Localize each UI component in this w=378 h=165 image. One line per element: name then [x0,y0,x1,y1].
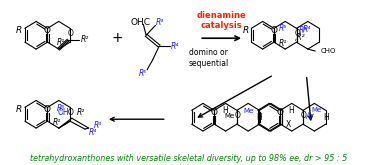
Text: Me: Me [311,107,321,113]
Text: +: + [112,31,123,45]
Text: R⁴: R⁴ [171,42,179,51]
Text: R²: R² [76,108,85,117]
Text: R: R [16,105,23,114]
Text: ,R²: ,R² [295,33,305,42]
Text: R: R [243,26,249,35]
Text: O: O [44,105,51,114]
Text: dienamine
catalysis: dienamine catalysis [197,11,246,30]
Text: H: H [323,113,328,122]
Text: R²: R² [81,35,89,44]
Text: O: O [294,29,301,38]
Text: R⁵: R⁵ [139,69,147,78]
Text: R⁵: R⁵ [56,104,65,113]
Text: R¹: R¹ [279,39,288,48]
Text: R³: R³ [93,121,102,130]
Text: domino or
sequential: domino or sequential [189,48,229,68]
Text: R: R [16,26,23,35]
Text: R⁴: R⁴ [303,25,311,34]
Text: tetrahydroxanthones with versatile skeletal diversity, up to 98% ee, dr > 95 : 5: tetrahydroxanthones with versatile skele… [30,154,348,163]
Text: O: O [301,111,307,120]
Text: Me: Me [225,113,235,119]
Text: R³: R³ [299,26,307,35]
Text: R⁴: R⁴ [89,128,97,137]
Text: R¹: R¹ [56,38,65,47]
Text: OHC: OHC [130,18,150,27]
Text: O: O [44,26,51,35]
Text: OH: OH [57,108,69,117]
Text: Ar: Ar [306,112,314,121]
Text: O: O [68,29,74,38]
Text: X: X [286,120,291,129]
Text: O: O [211,108,218,117]
Text: H: H [288,106,294,115]
Text: O: O [68,108,74,117]
Text: H: H [257,113,262,122]
Text: CHO: CHO [321,48,336,54]
Text: R⁵: R⁵ [278,24,287,33]
Text: R¹: R¹ [53,118,61,127]
Text: R³: R³ [156,18,164,27]
Text: H: H [223,106,228,115]
Text: O: O [235,111,241,120]
Text: O: O [270,26,277,35]
Text: O: O [277,108,284,117]
Text: Me: Me [243,108,253,114]
